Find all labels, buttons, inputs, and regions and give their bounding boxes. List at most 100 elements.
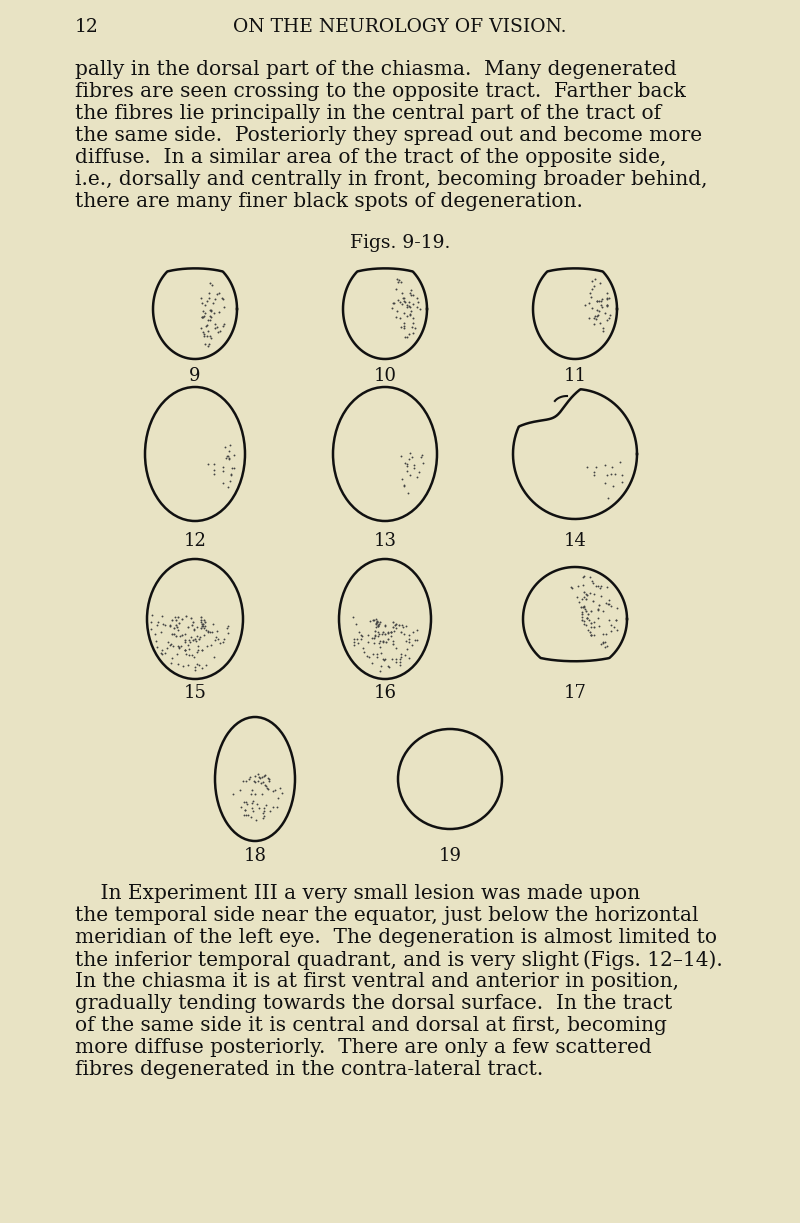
Point	[185, 627, 198, 647]
Point	[211, 322, 224, 341]
Point	[200, 316, 213, 335]
Point	[189, 658, 202, 678]
Point	[602, 594, 614, 614]
Point	[178, 631, 191, 651]
Point	[398, 292, 411, 312]
Point	[189, 629, 202, 648]
Point	[168, 608, 181, 627]
Point	[247, 770, 260, 790]
Point	[220, 619, 233, 638]
Point	[580, 589, 593, 609]
Point	[178, 640, 191, 659]
Point	[195, 658, 208, 678]
Point	[186, 631, 199, 651]
Point	[362, 625, 374, 645]
Point	[151, 613, 164, 632]
Point	[594, 587, 607, 607]
Point	[198, 324, 210, 344]
Point	[167, 625, 180, 645]
Point	[576, 567, 589, 587]
Text: In Experiment III a very small lesion was made upon: In Experiment III a very small lesion wa…	[75, 884, 640, 903]
Point	[203, 284, 216, 303]
Text: the fibres lie principally in the central part of the tract of: the fibres lie principally in the centra…	[75, 104, 661, 124]
Point	[402, 296, 415, 316]
Point	[195, 640, 208, 659]
Point	[210, 317, 223, 336]
Point	[371, 613, 384, 632]
Point	[400, 461, 413, 481]
Point	[227, 445, 240, 465]
Point	[163, 635, 176, 654]
Point	[590, 291, 603, 311]
Point	[234, 797, 247, 817]
Point	[401, 328, 414, 347]
Point	[204, 301, 217, 320]
Point	[406, 623, 419, 642]
Point	[395, 615, 408, 635]
Point	[416, 445, 429, 465]
Point	[182, 640, 195, 659]
Point	[239, 801, 252, 821]
Point	[260, 778, 273, 797]
Point	[409, 318, 422, 338]
Point	[395, 284, 408, 303]
Point	[249, 772, 262, 791]
Point	[207, 303, 220, 323]
Point	[367, 645, 380, 664]
Point	[601, 289, 614, 308]
Point	[411, 297, 424, 317]
Point	[374, 643, 387, 663]
Point	[588, 308, 601, 328]
Point	[260, 795, 273, 815]
Point	[592, 291, 605, 311]
Point	[598, 303, 611, 323]
Point	[346, 607, 359, 626]
Point	[595, 576, 608, 596]
Point	[178, 632, 191, 652]
Text: Figs. 9-19.: Figs. 9-19.	[350, 234, 450, 252]
Point	[262, 772, 275, 791]
Point	[170, 643, 183, 663]
Point	[396, 295, 409, 314]
Point	[190, 654, 203, 674]
Point	[596, 297, 609, 317]
Point	[367, 629, 380, 648]
Point	[195, 308, 208, 328]
Point	[589, 269, 602, 289]
Point	[224, 465, 237, 484]
Text: more diffuse posteriorly.  There are only a few scattered: more diffuse posteriorly. There are only…	[75, 1038, 652, 1057]
Point	[213, 302, 226, 322]
Point	[208, 289, 221, 308]
Point	[601, 295, 614, 314]
Point	[354, 626, 367, 646]
Point	[221, 446, 234, 466]
Point	[182, 616, 194, 636]
Point	[403, 630, 416, 649]
Point	[204, 306, 217, 325]
Point	[161, 638, 174, 658]
Point	[262, 779, 275, 799]
Point	[590, 306, 603, 325]
Point	[215, 289, 228, 308]
Point	[593, 273, 606, 292]
Point	[241, 794, 254, 813]
Point	[570, 587, 583, 607]
Point	[402, 292, 415, 312]
Point	[615, 472, 628, 492]
Point	[402, 449, 415, 468]
Point	[367, 610, 380, 630]
Point	[604, 597, 617, 616]
Point	[386, 618, 399, 637]
Point	[158, 615, 171, 635]
Point	[593, 301, 606, 320]
Point	[410, 631, 423, 651]
Point	[176, 609, 189, 629]
Point	[582, 620, 594, 640]
Point	[175, 625, 188, 645]
Point	[598, 632, 611, 652]
Point	[576, 604, 589, 624]
Point	[206, 623, 218, 642]
Point	[209, 630, 222, 649]
Point	[216, 457, 229, 477]
Point	[201, 636, 214, 656]
